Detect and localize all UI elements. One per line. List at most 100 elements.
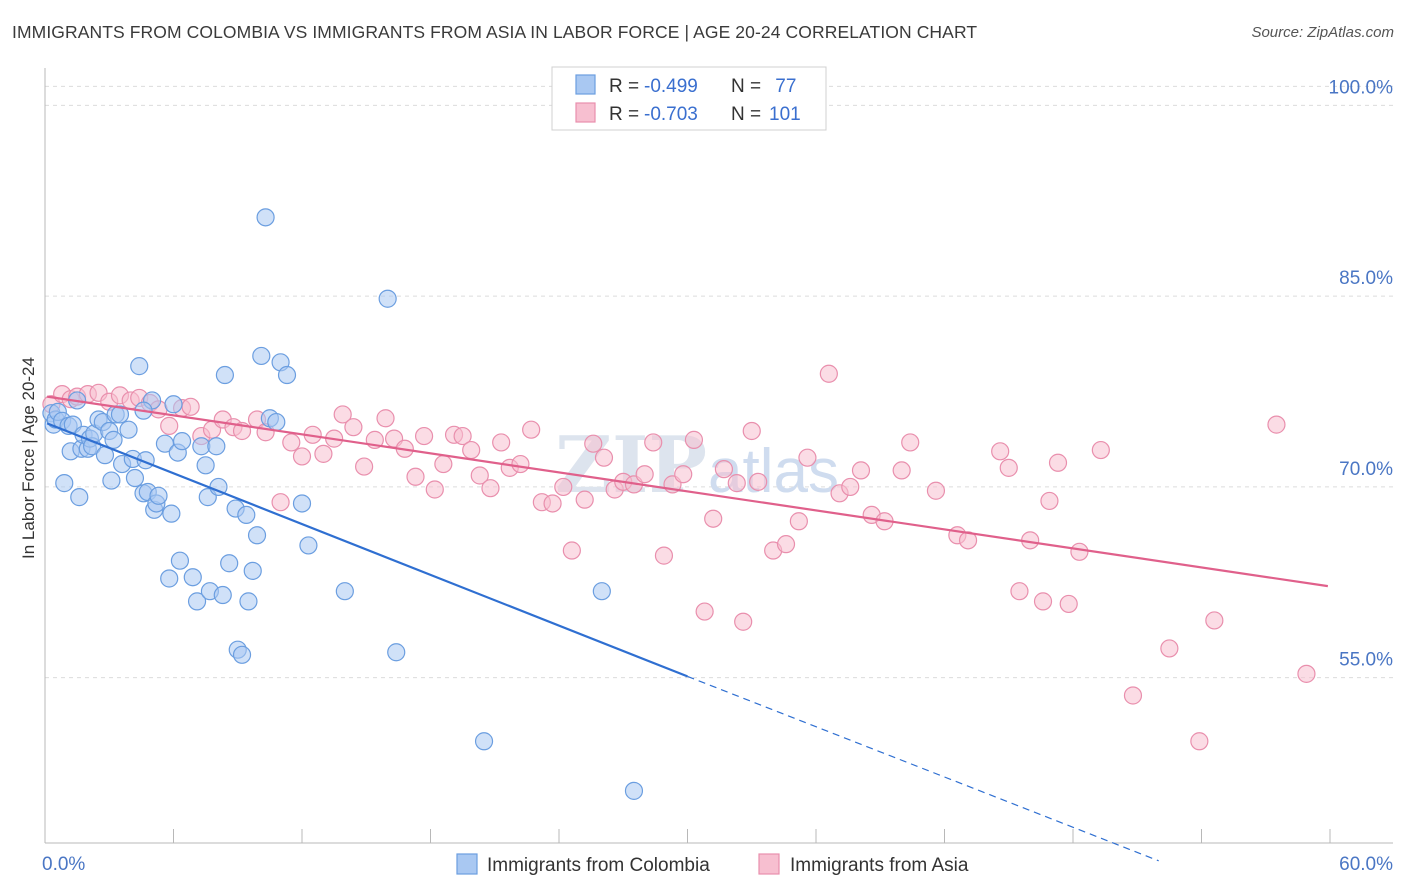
asia-point-98 xyxy=(1190,732,1209,751)
trend-lines xyxy=(46,395,1329,862)
asia-point-60 xyxy=(654,546,674,565)
colombia-point-65 xyxy=(267,412,286,432)
tick-labels: 55.0% 70.0% 85.0% 100.0% 0.0% 60.0% xyxy=(42,77,1393,875)
colombia-point-21 xyxy=(102,471,121,490)
asia-point-100 xyxy=(1267,415,1286,434)
asia-point-87 xyxy=(999,458,1018,477)
bottom-legend-label-colombia: Immigrants from Colombia xyxy=(487,855,710,876)
colombia-point-45 xyxy=(187,592,207,611)
colombia-point-60 xyxy=(243,561,262,580)
asia-point-66 xyxy=(714,460,734,479)
asia-point-52 xyxy=(575,490,594,509)
colombia-point-50 xyxy=(207,437,226,456)
asia-point-47 xyxy=(522,420,541,439)
asia-point-35 xyxy=(406,467,425,486)
asia-point-40 xyxy=(453,426,472,446)
asia-point-26 xyxy=(314,444,333,463)
asia-point-77 xyxy=(841,477,860,497)
colombia-point-22 xyxy=(104,430,123,449)
colombia-point-39 xyxy=(162,504,181,523)
legend-row-asia: R = -0.703 N = 101 xyxy=(609,104,801,125)
chart-title: IMMIGRANTS FROM COLOMBIA VS IMMIGRANTS F… xyxy=(12,22,978,42)
colombia-point-72 xyxy=(387,643,406,662)
colombia-point-68 xyxy=(292,494,312,513)
asia-point-68 xyxy=(734,612,753,631)
bottom-legend-swatch-asia xyxy=(758,853,780,875)
asia-point-83 xyxy=(926,481,946,500)
colombia-point-75 xyxy=(624,781,644,800)
axes xyxy=(44,68,1393,844)
asia-point-64 xyxy=(695,602,714,621)
colombia-point-62 xyxy=(252,346,271,366)
colombia-point-52 xyxy=(213,585,232,605)
grid-lines xyxy=(45,85,1393,679)
colombia-point-42 xyxy=(170,551,190,570)
asia-point-29 xyxy=(344,418,363,437)
colombia-point-36 xyxy=(149,486,168,505)
colombia-point-59 xyxy=(239,592,258,611)
trend-line-colombia-extension xyxy=(687,675,1159,862)
asia-point-72 xyxy=(776,535,796,554)
y-axis-label: In Labor Force | Age 20-24 xyxy=(19,357,38,559)
asia-point-59 xyxy=(644,433,663,452)
colombia-point-71 xyxy=(378,289,397,308)
colombia-point-28 xyxy=(125,468,145,488)
asia-point-101 xyxy=(1297,664,1316,683)
asia-point-78 xyxy=(851,461,871,480)
asia-point-44 xyxy=(492,433,511,452)
legend-row-colombia: R = -0.499 N = 77 xyxy=(609,76,796,97)
asia-point-94 xyxy=(1070,542,1089,561)
asia-point-41 xyxy=(462,440,481,460)
asia-point-62 xyxy=(674,465,693,484)
asia-point-93 xyxy=(1059,594,1078,614)
asia-point-37 xyxy=(425,480,444,499)
colombia-point-5 xyxy=(55,474,74,493)
asia-point-22 xyxy=(271,493,290,512)
legend-swatch-asia xyxy=(575,102,596,123)
colombia-point-26 xyxy=(119,420,138,439)
legend-swatch-colombia xyxy=(575,74,596,95)
asia-point-67 xyxy=(727,474,746,493)
asia-point-32 xyxy=(376,409,395,428)
colombia-point-40 xyxy=(164,395,183,414)
bottom-legend-label-asia: Immigrants from Asia xyxy=(790,855,969,876)
asia-point-74 xyxy=(798,448,817,467)
asia-point-30 xyxy=(355,457,374,476)
asia-point-43 xyxy=(481,479,500,498)
x-tick-label-1: 60.0% xyxy=(1339,854,1393,875)
asia-point-95 xyxy=(1091,440,1110,460)
chart-source: Source: ZipAtlas.com xyxy=(1251,24,1394,41)
asia-point-73 xyxy=(789,512,808,531)
asia-point-81 xyxy=(892,461,911,480)
x-tick-label-0: 0.0% xyxy=(42,854,85,875)
asia-point-90 xyxy=(1033,592,1053,611)
asia-point-92 xyxy=(1048,453,1068,472)
colombia-point-43 xyxy=(172,432,192,451)
y-tick-label-1: 70.0% xyxy=(1339,459,1393,480)
colombia-point-38 xyxy=(160,569,179,588)
bottom-legend-swatch-colombia xyxy=(456,853,478,875)
colombia-point-57 xyxy=(232,645,252,664)
asia-point-70 xyxy=(749,472,768,491)
colombia-point-47 xyxy=(196,456,215,475)
colombia-point-69 xyxy=(299,536,318,555)
asia-point-96 xyxy=(1123,686,1143,705)
colombia-point-70 xyxy=(335,582,354,601)
asia-point-14 xyxy=(181,397,200,416)
colombia-point-53 xyxy=(215,365,234,385)
asia-point-53 xyxy=(584,434,603,453)
bottom-legend: Immigrants from Colombia Immigrants from… xyxy=(456,853,969,876)
asia-point-99 xyxy=(1205,611,1224,630)
asia-point-63 xyxy=(684,430,704,449)
colombia-point-67 xyxy=(277,365,297,385)
asia-point-49 xyxy=(543,494,562,513)
trend-line-colombia xyxy=(46,422,688,678)
colombia-point-63 xyxy=(256,208,275,227)
asia-point-58 xyxy=(635,465,654,484)
asia-point-54 xyxy=(594,448,614,467)
asia-point-23 xyxy=(282,433,301,452)
colombia-point-58 xyxy=(237,505,256,525)
legend-box: R = -0.499 N = 77 R = -0.703 N = 101 xyxy=(551,66,827,131)
asia-point-42 xyxy=(470,466,489,485)
